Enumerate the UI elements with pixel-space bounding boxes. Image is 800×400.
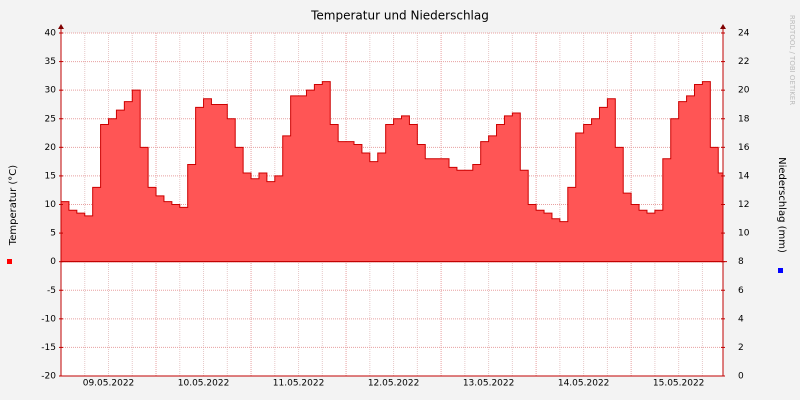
y-tick-label: -15: [41, 343, 56, 353]
y2-tick-label: 16: [738, 143, 750, 153]
y2-tick-label: 8: [738, 257, 744, 267]
y-tick-label: -5: [47, 286, 56, 296]
x-tick-label: 10.05.2022: [178, 379, 230, 389]
watermark: RRDTOOL / TOBI OETIKER: [788, 15, 796, 105]
y-tick-label: 15: [45, 171, 56, 181]
y-tick-label: 40: [45, 29, 57, 39]
legend-swatch: [778, 268, 783, 273]
y-tick-label: 0: [50, 257, 56, 267]
y2-tick-label: 18: [738, 114, 750, 124]
y2-tick-label: 4: [738, 314, 744, 324]
y2-axis-label: Niederschlag (mm): [776, 157, 787, 253]
y-tick-label: 5: [50, 229, 56, 239]
y2-tick-label: 20: [738, 86, 750, 96]
x-tick-label: 12.05.2022: [368, 379, 420, 389]
y2-tick-label: 6: [738, 286, 744, 296]
y2-tick-label: 10: [738, 229, 750, 239]
y-tick-label: 20: [45, 143, 57, 153]
y-tick-label: -10: [41, 314, 56, 324]
y-tick-label: 25: [45, 114, 56, 124]
x-tick-label: 09.05.2022: [83, 379, 135, 389]
y2-tick-label: 2: [738, 343, 744, 353]
y2-tick-label: 14: [738, 171, 750, 181]
arrow: [58, 24, 64, 29]
y-axis-label: Temperatur (°C): [8, 165, 19, 246]
y2-tick-label: 22: [738, 57, 749, 67]
y2-tick-label: 12: [738, 200, 749, 210]
x-tick-label: 13.05.2022: [463, 379, 515, 389]
x-tick-label: 11.05.2022: [273, 379, 325, 389]
chart-title: Temperatur und Niederschlag: [310, 9, 489, 23]
x-tick-label: 15.05.2022: [653, 379, 705, 389]
x-tick-label: 14.05.2022: [558, 379, 610, 389]
y2-tick-label: 0: [738, 372, 744, 382]
temperature-area: [60, 81, 724, 263]
y-tick-label: 30: [45, 86, 57, 96]
arrow: [720, 24, 726, 29]
y-tick-label: -20: [41, 372, 56, 382]
y2-tick-label: 24: [738, 29, 750, 39]
y-tick-label: 10: [45, 200, 57, 210]
legend-swatch: [7, 259, 12, 264]
y-tick-label: 35: [45, 57, 56, 67]
